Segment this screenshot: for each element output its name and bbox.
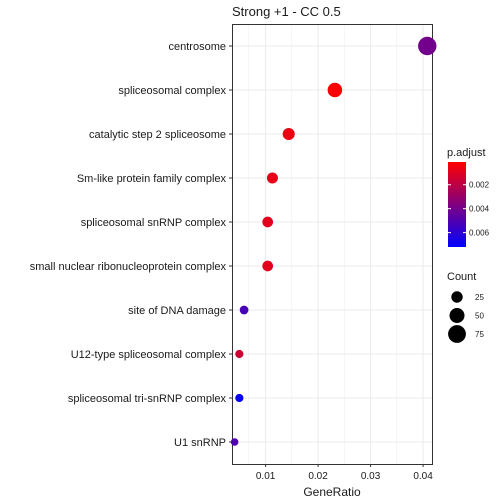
data-point <box>262 260 274 272</box>
color-legend-title: p.adjust <box>447 147 486 159</box>
color-legend-label: 0.004 <box>469 205 490 214</box>
size-legend-items: 25 50 75 <box>448 291 484 343</box>
y-tick-label: spliceosomal snRNP complex <box>81 217 227 229</box>
chart-title: Strong +1 - CC 0.5 <box>232 4 341 19</box>
y-axis-labels: centrosome spliceosomal complex catalytic … <box>30 41 232 449</box>
y-tick-label: site of DNA damage <box>128 305 226 317</box>
y-tick-label: spliceosomal tri-snRNP complex <box>68 393 227 405</box>
x-tick-label: 0.02 <box>308 471 328 482</box>
data-point <box>239 305 249 315</box>
color-legend-label: 0.006 <box>469 229 490 238</box>
color-legend-bar <box>448 162 466 247</box>
size-legend: Count 25 50 75 <box>447 271 484 343</box>
data-point <box>418 36 437 56</box>
data-point <box>230 438 239 446</box>
data-point <box>235 393 244 403</box>
color-legend-ticks: 0.002 0.004 0.006 <box>448 181 490 238</box>
x-tick-label: 0.03 <box>361 471 381 482</box>
size-legend-label: 50 <box>475 312 484 321</box>
color-legend: p.adjust 0.002 0.004 0.006 <box>447 147 490 247</box>
x-tick-label: 0.04 <box>413 471 433 482</box>
y-tick-label: centrosome <box>169 41 226 53</box>
color-legend-label: 0.002 <box>469 181 490 190</box>
x-tick-label: 0.01 <box>256 471 276 482</box>
grid-layer <box>232 24 432 464</box>
size-legend-label: 75 <box>475 330 484 339</box>
size-legend-circle <box>451 291 463 303</box>
y-tick-label: Sm-like protein family complex <box>77 173 227 185</box>
size-legend-label: 25 <box>475 293 484 302</box>
x-axis: 0.01 0.02 0.03 0.04 <box>256 464 433 482</box>
data-point <box>327 82 343 98</box>
data-point <box>282 127 295 141</box>
points-layer <box>230 36 437 446</box>
y-tick-label: spliceosomal complex <box>118 85 226 97</box>
y-tick-label: U1 snRNP <box>174 437 226 449</box>
panel-border <box>232 24 433 465</box>
data-point <box>262 216 274 228</box>
y-tick-label: catalytic step 2 spliceosome <box>89 129 226 141</box>
size-legend-circle <box>449 307 465 324</box>
x-axis-title: GeneRatio <box>303 485 361 499</box>
y-tick-label: U12-type spliceosomal complex <box>71 349 227 361</box>
data-point <box>266 172 278 184</box>
size-legend-circle <box>448 325 466 343</box>
size-legend-title: Count <box>447 271 476 283</box>
y-tick-label: small nuclear ribonucleoprotein complex <box>30 261 227 273</box>
data-point <box>235 349 244 359</box>
